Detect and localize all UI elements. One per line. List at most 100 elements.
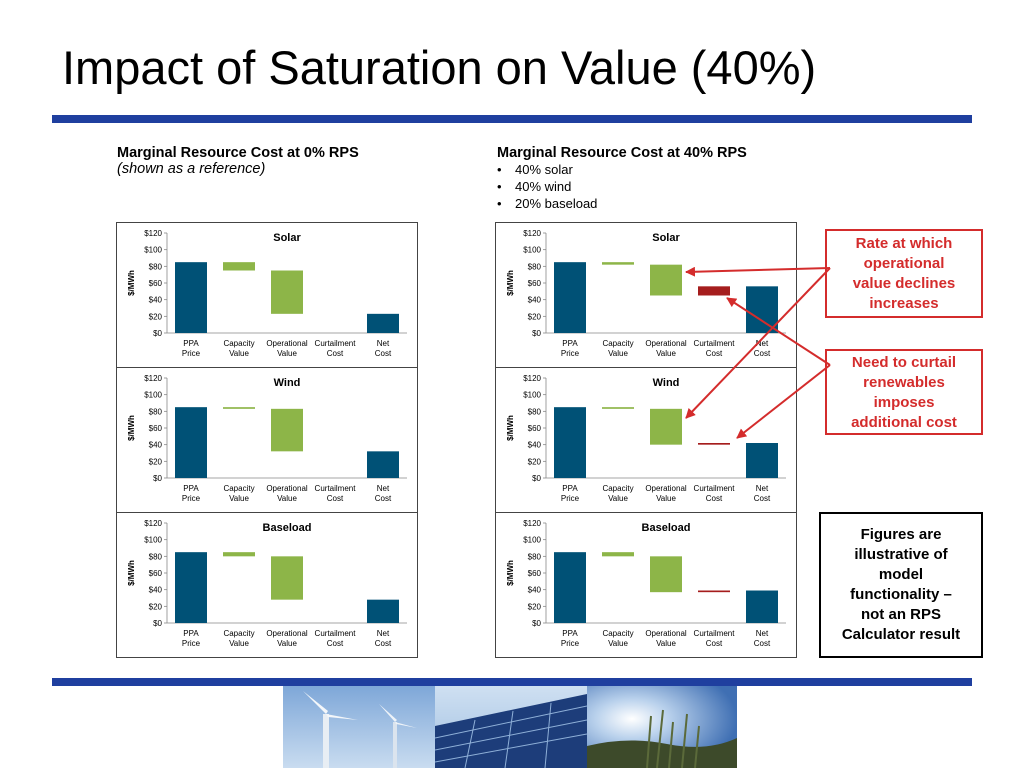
y-tick-label: $100	[523, 246, 541, 255]
y-tick-label: $120	[523, 374, 541, 383]
y-tick-label: $100	[523, 536, 541, 545]
x-category-label: Curtailment	[315, 629, 357, 638]
x-category-label: Net	[377, 484, 390, 493]
y-tick-label: $40	[528, 296, 542, 305]
bar-curtailment-cost	[698, 286, 730, 296]
callout-rate-decline: Rate at which operational value declines…	[825, 229, 983, 318]
callout-rate-line: increases	[869, 295, 939, 312]
y-tick-label: $20	[528, 457, 542, 466]
y-tick-label: $100	[144, 536, 162, 545]
y-tick-label: $60	[149, 424, 163, 433]
y-tick-label: $120	[144, 374, 162, 383]
y-axis-label: $/MWh	[127, 560, 136, 586]
note-line: Figures are	[860, 526, 942, 543]
callout-rate-line: Rate at which	[855, 235, 953, 252]
x-category-label: Curtailment	[315, 339, 357, 348]
note-line: functionality –	[850, 586, 952, 603]
note-line: illustrative of	[854, 546, 948, 563]
y-axis-label: $/MWh	[127, 270, 136, 296]
y-tick-label: $80	[149, 552, 163, 561]
bar-capacity-value	[223, 262, 255, 271]
x-category-label: PPA	[183, 484, 199, 493]
chart-panel-40pct-rps: Solar $/MWh $0 $20 $40 $60 $80 $100 $120 PPA Price…	[495, 222, 797, 658]
x-category-label: Value	[277, 349, 297, 358]
y-tick-label: $100	[144, 391, 162, 400]
x-category-label: Price	[561, 639, 580, 648]
x-category-label: Capacity	[223, 629, 254, 638]
y-tick-label: $20	[149, 602, 163, 611]
left-heading-subtitle: (shown as a reference)	[117, 161, 266, 177]
x-category-label: Operational	[266, 339, 308, 348]
panel-divider	[496, 512, 796, 513]
bar-net-cost	[746, 590, 778, 623]
bar-curtailment-cost	[698, 590, 730, 593]
x-category-label: Curtailment	[315, 484, 357, 493]
y-tick-label: $20	[528, 312, 542, 321]
x-category-label: Cost	[327, 349, 344, 358]
note-line: model	[878, 566, 924, 583]
x-category-label: Price	[561, 349, 580, 358]
x-category-label: Curtailment	[694, 339, 736, 348]
x-category-label: PPA	[562, 484, 578, 493]
panel-divider	[117, 367, 417, 368]
x-category-label: Operational	[645, 629, 687, 638]
wind-turbine-photo	[283, 686, 435, 768]
bar-net-cost	[367, 451, 399, 478]
x-category-label: Capacity	[602, 339, 633, 348]
bar-ppa-price	[175, 552, 207, 623]
x-category-label: Cost	[706, 494, 723, 503]
y-tick-label: $80	[149, 407, 163, 416]
y-tick-label: $0	[153, 474, 162, 483]
bullet-solar: 40% solar	[497, 161, 747, 178]
y-tick-label: $20	[149, 457, 163, 466]
x-category-label: Value	[277, 639, 297, 648]
y-tick-label: $60	[528, 424, 542, 433]
x-category-label: Price	[182, 349, 201, 358]
x-category-label: Net	[756, 484, 769, 493]
x-category-label: Price	[182, 639, 201, 648]
chart-panel-0pct-rps: Solar $/MWh $0 $20 $40 $60 $80 $100 $120 PPA Price…	[116, 222, 418, 658]
x-category-label: Cost	[754, 639, 771, 648]
bar-operational-value	[271, 270, 303, 314]
y-tick-label: $60	[528, 279, 542, 288]
left-heading-title: Marginal Resource Cost at 0% RPS	[117, 145, 359, 161]
illustrative-note: Figures are illustrative of model functi…	[819, 512, 983, 658]
x-category-label: Operational	[645, 484, 687, 493]
x-category-label: PPA	[562, 339, 578, 348]
y-tick-label: $60	[149, 569, 163, 578]
x-category-label: Price	[561, 494, 580, 503]
x-category-label: Curtailment	[694, 484, 736, 493]
chart-baseload-40pct: Baseload $/MWh $0 $20 $40 $60 $80 $100 $120 PPAPr…	[506, 519, 786, 648]
chart-title: Wind	[653, 377, 680, 389]
left-heading: Marginal Resource Cost at 0% RPS (shown …	[117, 145, 359, 177]
x-category-label: Capacity	[223, 484, 254, 493]
x-category-label: Value	[608, 494, 628, 503]
x-category-label: Capacity	[602, 484, 633, 493]
y-tick-label: $0	[532, 329, 541, 338]
x-category-label: Value	[656, 349, 676, 358]
solar-panel-photo	[435, 686, 587, 768]
callout-rate-line: value declines	[852, 275, 956, 292]
x-category-label: Cost	[754, 494, 771, 503]
x-category-label: Value	[229, 639, 249, 648]
callout-rate-line: operational	[863, 255, 945, 272]
chart-title: Solar	[652, 232, 680, 244]
bar-net-cost	[746, 443, 778, 478]
y-tick-label: $120	[523, 519, 541, 528]
y-axis-label: $/MWh	[127, 415, 136, 441]
callout-curtail-line: imposes	[873, 394, 935, 411]
x-category-label: Value	[656, 494, 676, 503]
x-category-label: Cost	[327, 494, 344, 503]
bar-net-cost	[367, 313, 399, 333]
x-category-label: Operational	[645, 339, 687, 348]
bar-ppa-price	[554, 407, 586, 478]
bar-capacity-value	[223, 407, 255, 409]
x-category-label: Cost	[706, 349, 723, 358]
y-axis-label: $/MWh	[506, 415, 515, 441]
x-category-label: Value	[608, 349, 628, 358]
chart-solar-0pct: Solar $/MWh $0 $20 $40 $60 $80 $100 $120 PPAPrice…	[127, 229, 407, 358]
note-line: not an RPS	[860, 606, 941, 623]
x-category-label: Capacity	[602, 629, 633, 638]
top-rule	[52, 115, 972, 123]
x-category-label: Value	[229, 349, 249, 358]
